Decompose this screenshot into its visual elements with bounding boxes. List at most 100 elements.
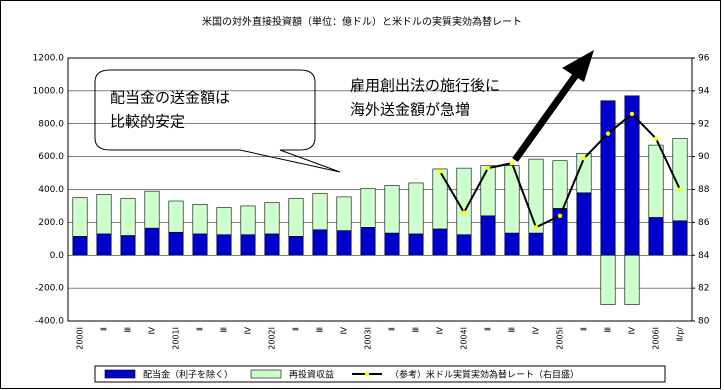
bar-segment: [144, 227, 160, 256]
y2-tick-label: 82: [698, 284, 709, 294]
rate-marker: [629, 111, 635, 117]
rate-marker: [557, 213, 563, 218]
bar-segment: [312, 229, 328, 256]
legend-label: 配当金（利子を除く）: [143, 369, 233, 381]
rate-marker: [509, 161, 515, 166]
bar-segment: [240, 205, 256, 236]
x-tick-label: 2004Ⅰ: [460, 327, 469, 350]
rate-marker: [605, 131, 611, 136]
annotation-text: 海外送金額が急増: [350, 101, 470, 119]
bar-segment: [120, 198, 136, 236]
y-tick-label: 1000.0: [33, 86, 65, 96]
x-tick-label: 2000Ⅰ: [76, 327, 85, 350]
x-tick-label: 2002Ⅰ: [268, 327, 277, 350]
x-tick-label: Ⅱ: [292, 327, 301, 331]
bar-segment: [264, 202, 280, 235]
x-tick-label: Ⅳ: [628, 326, 637, 334]
bar-segment: [552, 160, 568, 209]
bar-segment: [672, 138, 688, 222]
bar-segment: [432, 228, 448, 256]
bar-segment: [240, 234, 256, 256]
bar-segment: [288, 198, 304, 237]
x-tick-label: 2005Ⅰ: [556, 327, 565, 350]
bar-segment: [384, 185, 400, 234]
bar-segment: [408, 233, 424, 256]
legend-swatch: [104, 369, 136, 379]
x-tick-label: Ⅳ: [148, 326, 157, 334]
annotation-text: 比較的安定: [110, 113, 185, 131]
y2-tick-label: 88: [698, 185, 710, 195]
y2-tick-label: 96: [698, 54, 710, 64]
y-tick-label: -400.0: [35, 317, 64, 327]
annotation-text: 配当金の送金額は: [110, 89, 230, 107]
bar-segment: [576, 192, 592, 256]
y2-tick-label: 84: [698, 251, 710, 261]
rate-marker: [533, 225, 539, 230]
x-tick-label: Ⅱ: [580, 327, 589, 331]
bar-segment: [168, 200, 184, 233]
bar-segment: [408, 182, 424, 235]
bar-segment: [192, 233, 208, 256]
rate-marker: [437, 169, 443, 174]
legend-marker: [364, 371, 370, 377]
bar-segment: [456, 234, 472, 256]
y2-tick-label: 80: [698, 317, 710, 327]
x-tick-label: Ⅲ: [316, 327, 325, 333]
bar-segment: [432, 168, 448, 230]
x-tick-label: Ⅲ: [124, 327, 133, 333]
x-tick-label: Ⅳ: [244, 326, 253, 334]
y-tick-label: -200.0: [35, 284, 64, 294]
rate-marker: [461, 210, 467, 215]
bar-segment: [264, 233, 280, 256]
bar-segment: [648, 144, 664, 218]
bar-segment: [600, 100, 616, 256]
bar-segment: [336, 196, 352, 231]
rate-marker: [485, 165, 491, 171]
x-tick-label: 2001Ⅰ: [172, 327, 181, 350]
bar-segment: [504, 232, 520, 256]
y-tick-label: 1200.0: [33, 54, 65, 64]
y-tick-label: 400.0: [38, 185, 64, 195]
x-tick-label: Ⅱ: [196, 327, 205, 331]
bar-segment: [168, 231, 184, 256]
bar-segment: [528, 158, 544, 234]
x-tick-label: Ⅳ: [532, 326, 541, 334]
x-tick-label: Ⅳ: [436, 326, 445, 334]
x-tick-label: Ⅲ: [508, 327, 517, 333]
y-tick-label: 800.0: [38, 119, 64, 129]
bar-segment: [216, 207, 232, 236]
bar-segment: [384, 232, 400, 256]
bar-segment: [360, 227, 376, 256]
x-tick-label: Ⅲ: [220, 327, 229, 333]
bar-segment: [72, 197, 88, 237]
bar-segment: [672, 220, 688, 256]
bar-segment: [624, 254, 640, 305]
x-tick-label: 2006Ⅰ: [652, 327, 661, 350]
legend-label: 再投資収益: [289, 369, 334, 381]
bar-segment: [72, 236, 88, 256]
x-tick-label: Ⅱ: [100, 327, 109, 331]
x-tick-label: Ⅳ: [340, 326, 349, 334]
bar-segment: [96, 233, 112, 256]
bar-segment: [336, 230, 352, 256]
bar-segment: [312, 193, 328, 231]
x-tick-label: Ⅲ: [412, 327, 421, 333]
rate-marker: [653, 136, 659, 141]
bar-segment: [600, 254, 616, 305]
callout-bubble: [94, 69, 341, 173]
bar-segment: [480, 215, 496, 256]
x-tick-label: 2003Ⅰ: [364, 327, 373, 350]
y2-tick-label: 90: [698, 152, 710, 162]
y-tick-label: 600.0: [38, 152, 64, 162]
bar-segment: [96, 194, 112, 235]
arrow-shaft: [512, 69, 581, 163]
bar-segment: [192, 203, 208, 235]
bar-segment: [480, 165, 496, 217]
rate-marker: [677, 187, 683, 192]
chart-title: 米国の対外直接投資額（単位：億ドル）と米ドルの実質実効為替レート: [202, 15, 522, 28]
x-tick-label: Ⅱ: [484, 327, 493, 331]
x-tick-label: Ⅱ: [388, 327, 397, 331]
bar-segment: [216, 234, 232, 256]
